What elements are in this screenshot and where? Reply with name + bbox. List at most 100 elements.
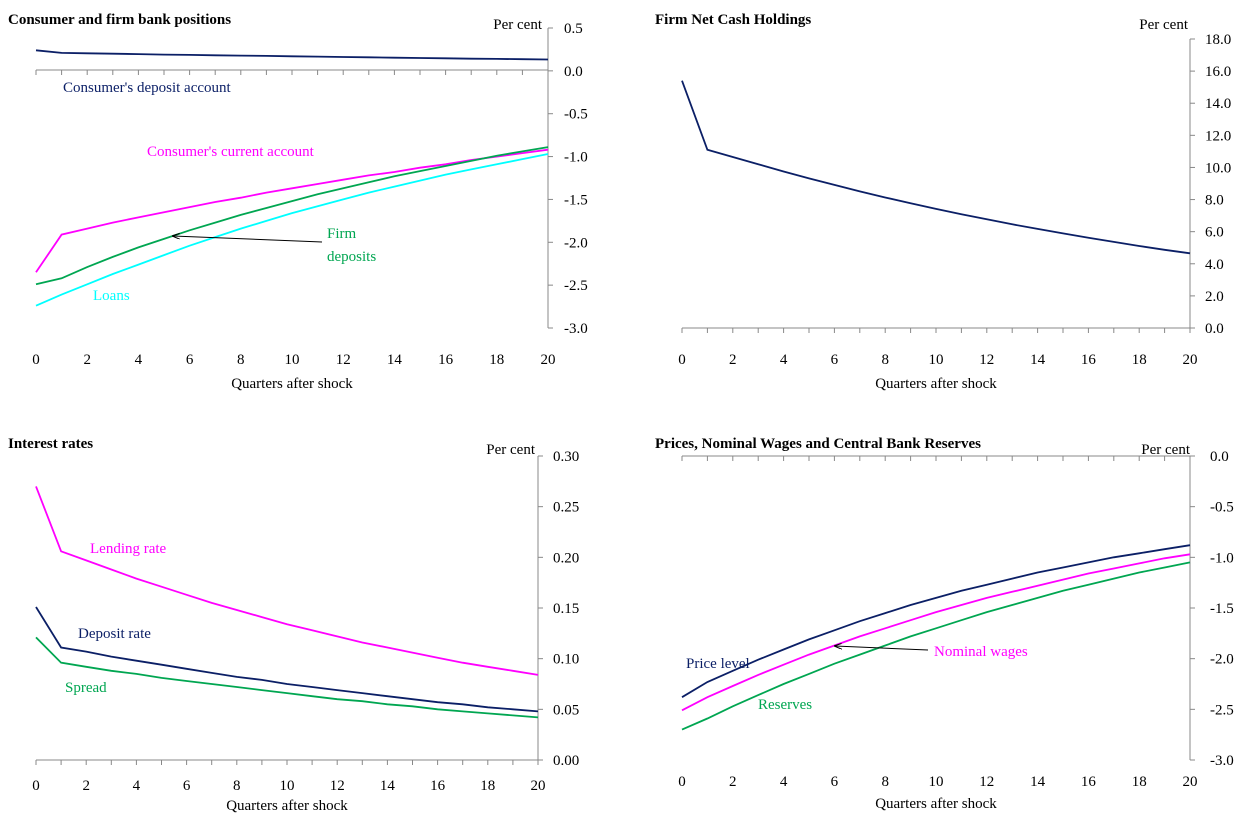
x-tick-label: 20: [541, 352, 556, 368]
series-annotation: Loans: [93, 288, 130, 304]
y-tick-label: 0.10: [553, 652, 579, 668]
x-tick-label: 6: [831, 774, 839, 790]
x-tick-label: 14: [387, 352, 403, 368]
series-annotation: Spread: [65, 680, 107, 696]
y-tick-label: 0.5: [564, 21, 583, 37]
series-line-lending-rate: [35, 486, 539, 676]
x-tick-label: 16: [1081, 352, 1097, 368]
x-tick-label: 2: [83, 352, 91, 368]
x-tick-label: 6: [186, 352, 194, 368]
x-tick-label: 16: [1081, 774, 1097, 790]
x-tick-label: 8: [881, 774, 889, 790]
y-tick-label: -3.0: [564, 321, 588, 337]
x-tick-label: 14: [380, 778, 396, 794]
x-axis-label: Quarters after shock: [875, 376, 997, 392]
annotation-arrow: [173, 236, 323, 243]
x-tick-label: 2: [729, 352, 737, 368]
y-tick-label: 0.05: [553, 702, 579, 718]
panel-interest-rates: Interest rates Per cent 0 2 4 6 8 10 12 14 16 18 20 Q…: [8, 436, 579, 814]
series-line-firm-net-cash-holdings: [681, 80, 1191, 255]
x-tick-label: 4: [780, 774, 788, 790]
x-tick-label: 4: [133, 778, 141, 794]
series-line-deposit-rate: [35, 606, 539, 713]
x-tick-label: 10: [285, 352, 300, 368]
x-tick-label: 8: [233, 778, 241, 794]
x-tick-label: 0: [32, 352, 40, 368]
y-tick-label: -1.5: [564, 192, 588, 208]
y-tick-label: -1.0: [1210, 550, 1234, 566]
x-axis-label: Quarters after shock: [231, 376, 353, 392]
y-tick-label: -0.5: [1210, 500, 1234, 516]
x-tick-label: 6: [831, 352, 839, 368]
x-tick-label: 18: [480, 778, 495, 794]
y-tick-label: -0.5: [564, 107, 588, 123]
y-tick-label: 2.0: [1205, 289, 1224, 305]
y-tick-label: 12.0: [1205, 128, 1231, 144]
series-line-spread: [35, 636, 539, 719]
y-tick-label: -2.5: [564, 278, 588, 294]
series-line-nominal-wages: [681, 553, 1191, 712]
y-tick-label: -3.0: [1210, 753, 1234, 769]
series-line-consumer-s-deposit-account: [35, 49, 549, 61]
y-tick-label: 0.30: [553, 449, 579, 465]
x-tick-label: 12: [336, 352, 351, 368]
y-tick-label: 6.0: [1205, 225, 1224, 241]
x-tick-label: 18: [489, 352, 504, 368]
series-annotation: Price level: [686, 656, 750, 672]
x-tick-label: 0: [678, 352, 686, 368]
x-tick-label: 18: [1132, 352, 1147, 368]
series-annotation: Nominal wages: [934, 644, 1028, 660]
y-tick-label: -1.5: [1210, 601, 1234, 617]
series-annotation: Deposit rate: [78, 626, 151, 642]
y-tick-label: 0.00: [553, 753, 579, 769]
x-tick-label: 10: [280, 778, 295, 794]
unit-label: Per cent: [493, 17, 543, 33]
x-tick-label: 8: [881, 352, 889, 368]
y-tick-label: 16.0: [1205, 64, 1231, 80]
x-tick-label: 2: [729, 774, 737, 790]
series-line-consumer-s-current-account: [35, 148, 549, 273]
x-tick-label: 4: [135, 352, 143, 368]
chart-title: Consumer and firm bank positions: [8, 12, 231, 28]
x-tick-label: 16: [430, 778, 446, 794]
y-tick-label: -2.0: [1210, 652, 1234, 668]
x-axis-label: Quarters after shock: [875, 796, 997, 812]
panel-consumer-firm-bank-positions: Consumer and firm bank positions Per cent…: [8, 12, 588, 392]
x-tick-label: 12: [330, 778, 345, 794]
chart-title: Firm Net Cash Holdings: [655, 12, 811, 28]
x-axis-label: Quarters after shock: [226, 798, 348, 814]
panel-firm-net-cash-holdings: Firm Net Cash Holdings Per cent 0 2 4 6 8 10 12 1…: [655, 12, 1231, 392]
x-tick-label: 6: [183, 778, 191, 794]
x-tick-label: 12: [979, 774, 994, 790]
y-tick-label: -2.0: [564, 235, 588, 251]
series-annotation: deposits: [327, 249, 376, 265]
x-tick-label: 10: [929, 352, 944, 368]
x-tick-label: 14: [1030, 352, 1046, 368]
y-tick-label: 0.20: [553, 550, 579, 566]
y-tick-label: -1.0: [564, 150, 588, 166]
series-annotation: Consumer's deposit account: [63, 80, 232, 96]
chart-title: Prices, Nominal Wages and Central Bank R…: [655, 436, 981, 452]
x-tick-label: 12: [979, 352, 994, 368]
series-annotation: Consumer's current account: [147, 144, 315, 160]
x-tick-label: 0: [678, 774, 686, 790]
x-tick-label: 14: [1030, 774, 1046, 790]
series-annotation: Lending rate: [90, 541, 167, 557]
y-tick-label: 10.0: [1205, 160, 1231, 176]
series-line-loans: [35, 153, 549, 307]
y-tick-label: 0.15: [553, 601, 579, 617]
y-tick-label: 4.0: [1205, 257, 1224, 273]
x-tick-label: 10: [929, 774, 944, 790]
series-annotation: Reserves: [758, 697, 812, 713]
unit-label: Per cent: [1139, 17, 1189, 33]
annotation-arrow: [835, 646, 929, 651]
y-tick-label: 0.0: [564, 64, 583, 80]
x-tick-label: 0: [32, 778, 40, 794]
y-tick-label: 0.0: [1210, 449, 1229, 465]
series-line-price-level: [681, 544, 1191, 698]
chart-title: Interest rates: [8, 436, 93, 452]
series-line-reserves: [681, 561, 1191, 731]
x-tick-label: 16: [438, 352, 454, 368]
x-tick-label: 2: [82, 778, 90, 794]
